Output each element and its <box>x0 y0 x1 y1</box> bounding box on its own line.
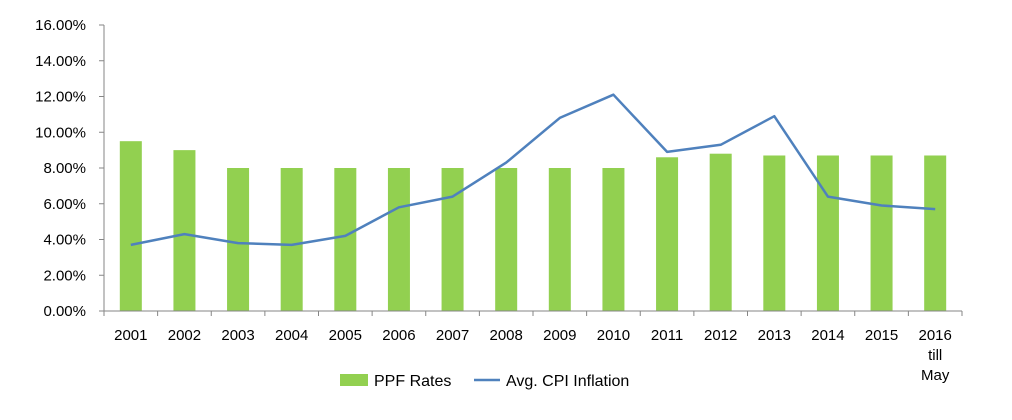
ppf-bar-2013 <box>763 155 786 311</box>
ppf-bars <box>119 141 947 311</box>
x-tick-label: 2009 <box>543 327 576 344</box>
ppf-bar-2011 <box>656 157 679 311</box>
x-tick-label: 2014 <box>811 327 844 344</box>
y-tick-label: 2.00% <box>43 267 86 284</box>
y-tick-label: 14.00% <box>35 53 86 70</box>
x-tick-label-line: 2007 <box>436 327 469 344</box>
x-tick-label-line: 2008 <box>490 327 523 344</box>
legend-label-cpi: Avg. CPI Inflation <box>506 373 629 390</box>
ppf-bar-2012 <box>709 153 732 311</box>
x-tick-label: 2015 <box>865 327 898 344</box>
ppf-bar-2015 <box>870 155 893 311</box>
ppf-bar-2010 <box>602 168 625 311</box>
x-tick-label-line: 2012 <box>704 327 737 344</box>
ppf-bar-2008 <box>495 168 518 311</box>
ppf-bar-2009 <box>548 168 571 311</box>
x-tick-label-line: 2010 <box>597 327 630 344</box>
x-tick-label-line: 2003 <box>221 327 254 344</box>
x-tick-label-line: May <box>921 367 950 384</box>
legend-swatch-ppf <box>340 374 368 386</box>
y-tick-label: 10.00% <box>35 124 86 141</box>
y-tick-label: 0.00% <box>43 303 86 320</box>
x-tick-label-line: 2002 <box>168 327 201 344</box>
x-tick-label: 2003 <box>221 327 254 344</box>
x-tick-label-line: 2004 <box>275 327 308 344</box>
x-tick-label-line: 2011 <box>651 327 683 344</box>
y-tick-label: 16.00% <box>35 17 86 34</box>
y-axis-labels: 0.00% 2.00% 4.00% 6.00% 8.00% 10.00% 12.00% 14.… <box>35 17 86 320</box>
ppf-bar-2014 <box>816 155 839 311</box>
y-tick-label: 6.00% <box>43 196 86 213</box>
x-axis-labels: 2001 2002 2003 2004 2005 2006 2007 2008 2009 2010… <box>114 327 952 384</box>
ppf-bar-2003 <box>227 168 250 311</box>
ppf-bar-2005 <box>334 168 357 311</box>
x-tick-label-line: 2016 <box>919 327 952 344</box>
x-tick-label-line: 2013 <box>758 327 791 344</box>
x-tick-label-line: 2006 <box>382 327 415 344</box>
y-tick-label: 8.00% <box>43 160 86 177</box>
x-tick-label-line: 2001 <box>114 327 147 344</box>
x-tick-label: 2010 <box>597 327 630 344</box>
x-tick-label-line: till <box>928 347 942 364</box>
x-tick-label-line: 2005 <box>329 327 362 344</box>
x-tick-label: 2006 <box>382 327 415 344</box>
legend-label-ppf: PPF Rates <box>374 373 451 390</box>
x-tick-label-line: 2014 <box>811 327 844 344</box>
x-tick-label: 2001 <box>114 327 147 344</box>
ppf-bar-2001 <box>119 141 142 311</box>
ppf-bar-2007 <box>441 168 464 311</box>
y-tick-label: 12.00% <box>35 89 86 106</box>
y-tick-label: 4.00% <box>43 232 86 249</box>
x-tick-label-line: 2015 <box>865 327 898 344</box>
ppf-bar-2006 <box>387 168 410 311</box>
x-tick-label: 2012 <box>704 327 737 344</box>
cpi-line <box>130 93 936 247</box>
ppf-bar-2002 <box>173 150 196 311</box>
x-tick-label: 2013 <box>758 327 791 344</box>
legend: PPF Rates Avg. CPI Inflation <box>340 373 629 390</box>
x-tick-label: 2002 <box>168 327 201 344</box>
ppf-bar-2004 <box>280 168 303 311</box>
x-tick-label: 2008 <box>490 327 523 344</box>
x-tick-label: 2005 <box>329 327 362 344</box>
x-tick-label: 2016 till May <box>919 327 952 384</box>
x-tick-label: 2004 <box>275 327 308 344</box>
x-tick-label: 2011 <box>651 327 683 344</box>
x-tick-label-line: 2009 <box>543 327 576 344</box>
x-tick-label: 2007 <box>436 327 469 344</box>
axes <box>99 24 963 316</box>
ppf-bar-2016 <box>924 155 947 311</box>
cpi-line-series <box>130 93 936 247</box>
